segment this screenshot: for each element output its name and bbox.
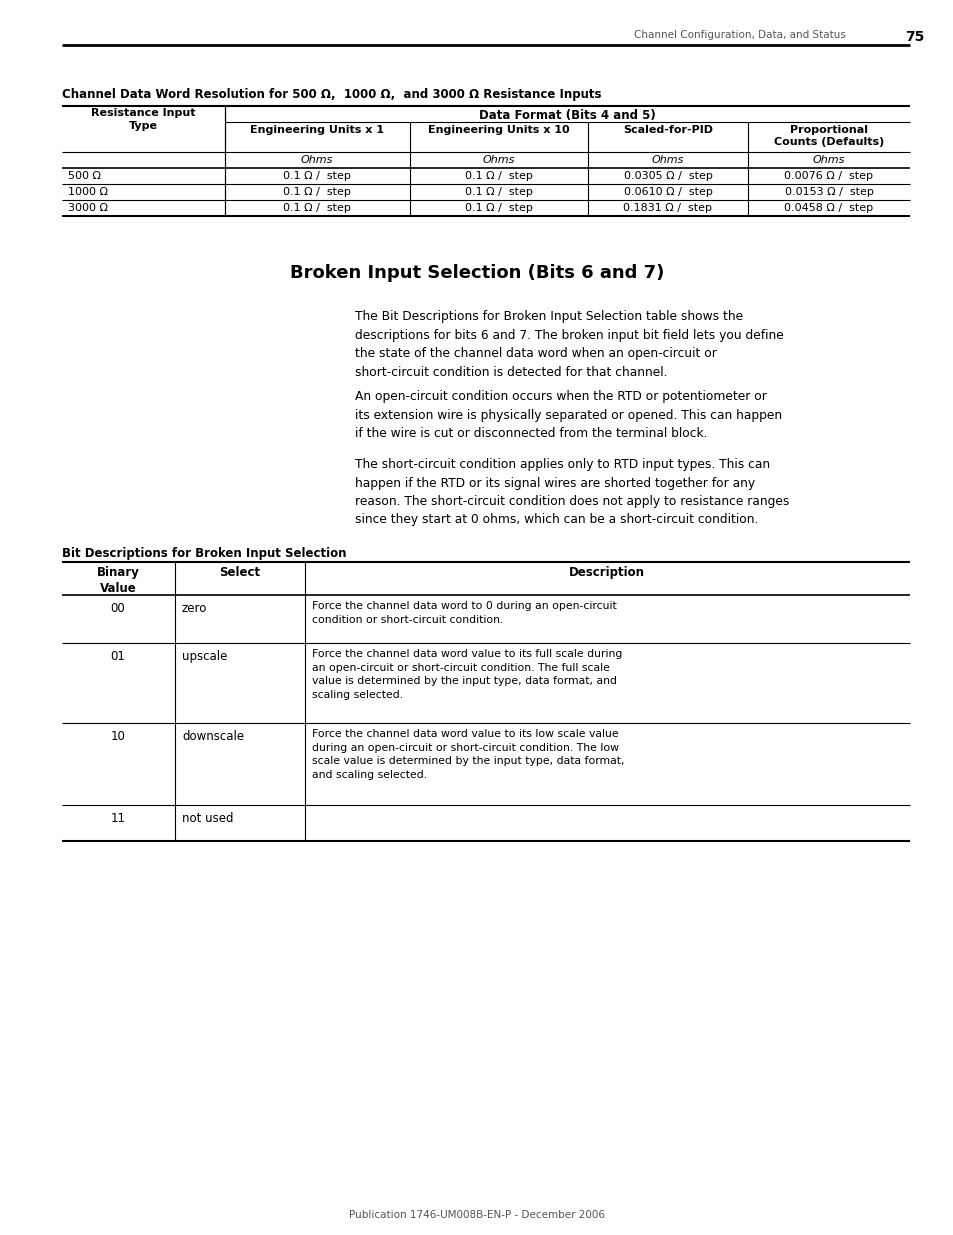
Text: Select: Select bbox=[219, 566, 260, 579]
Text: Data Format (Bits 4 and 5): Data Format (Bits 4 and 5) bbox=[478, 109, 655, 122]
Text: Ohms: Ohms bbox=[482, 156, 515, 165]
Text: 500 Ω: 500 Ω bbox=[68, 170, 101, 182]
Text: Force the channel data word value to its full scale during
an open-circuit or sh: Force the channel data word value to its… bbox=[312, 650, 621, 700]
Text: 0.0076 Ω /  step: 0.0076 Ω / step bbox=[783, 170, 873, 182]
Text: downscale: downscale bbox=[182, 730, 244, 743]
Text: An open-circuit condition occurs when the RTD or potentiometer or
its extension : An open-circuit condition occurs when th… bbox=[355, 390, 781, 440]
Text: Ohms: Ohms bbox=[300, 156, 333, 165]
Text: Force the channel data word to 0 during an open-circuit
condition or short-circu: Force the channel data word to 0 during … bbox=[312, 601, 616, 625]
Text: 0.1 Ω /  step: 0.1 Ω / step bbox=[283, 186, 351, 198]
Text: 0.1831 Ω /  step: 0.1831 Ω / step bbox=[623, 203, 712, 212]
Text: The Bit Descriptions for Broken Input Selection table shows the
descriptions for: The Bit Descriptions for Broken Input Se… bbox=[355, 310, 783, 378]
Text: Channel Configuration, Data, and Status: Channel Configuration, Data, and Status bbox=[634, 30, 845, 40]
Text: 0.1 Ω /  step: 0.1 Ω / step bbox=[283, 170, 351, 182]
Text: Scaled-for-PID: Scaled-for-PID bbox=[622, 125, 712, 135]
Text: Ohms: Ohms bbox=[812, 156, 844, 165]
Text: Description: Description bbox=[568, 566, 644, 579]
Text: 0.1 Ω /  step: 0.1 Ω / step bbox=[464, 186, 533, 198]
Text: Engineering Units x 1: Engineering Units x 1 bbox=[250, 125, 384, 135]
Text: Publication 1746-UM008B-EN-P - December 2006: Publication 1746-UM008B-EN-P - December … bbox=[349, 1210, 604, 1220]
Text: 0.0610 Ω /  step: 0.0610 Ω / step bbox=[623, 186, 712, 198]
Text: 0.0153 Ω /  step: 0.0153 Ω / step bbox=[783, 186, 873, 198]
Text: Engineering Units x 10: Engineering Units x 10 bbox=[428, 125, 569, 135]
Text: Resistance Input
Type: Resistance Input Type bbox=[91, 107, 195, 131]
Text: zero: zero bbox=[182, 601, 207, 615]
Text: 10: 10 bbox=[111, 730, 125, 743]
Text: Binary
Value: Binary Value bbox=[96, 566, 139, 595]
Text: 0.1 Ω /  step: 0.1 Ω / step bbox=[283, 203, 351, 212]
Text: Broken Input Selection (Bits 6 and 7): Broken Input Selection (Bits 6 and 7) bbox=[290, 264, 663, 282]
Text: Ohms: Ohms bbox=[651, 156, 683, 165]
Text: 75: 75 bbox=[904, 30, 923, 44]
Text: The short-circuit condition applies only to RTD input types. This can
happen if : The short-circuit condition applies only… bbox=[355, 458, 788, 526]
Text: 0.0305 Ω /  step: 0.0305 Ω / step bbox=[623, 170, 712, 182]
Text: 1000 Ω: 1000 Ω bbox=[68, 186, 108, 198]
Text: Bit Descriptions for Broken Input Selection: Bit Descriptions for Broken Input Select… bbox=[62, 547, 346, 559]
Text: upscale: upscale bbox=[182, 650, 227, 663]
Text: 01: 01 bbox=[111, 650, 125, 663]
Text: Force the channel data word value to its low scale value
during an open-circuit : Force the channel data word value to its… bbox=[312, 729, 624, 779]
Text: not used: not used bbox=[182, 811, 233, 825]
Text: 11: 11 bbox=[111, 811, 126, 825]
Text: 0.1 Ω /  step: 0.1 Ω / step bbox=[464, 170, 533, 182]
Text: 0.0458 Ω /  step: 0.0458 Ω / step bbox=[783, 203, 873, 212]
Text: Channel Data Word Resolution for 500 Ω,  1000 Ω,  and 3000 Ω Resistance Inputs: Channel Data Word Resolution for 500 Ω, … bbox=[62, 88, 601, 101]
Text: Proportional
Counts (Defaults): Proportional Counts (Defaults) bbox=[773, 125, 883, 147]
Text: 0.1 Ω /  step: 0.1 Ω / step bbox=[464, 203, 533, 212]
Text: 3000 Ω: 3000 Ω bbox=[68, 203, 108, 212]
Text: 00: 00 bbox=[111, 601, 125, 615]
